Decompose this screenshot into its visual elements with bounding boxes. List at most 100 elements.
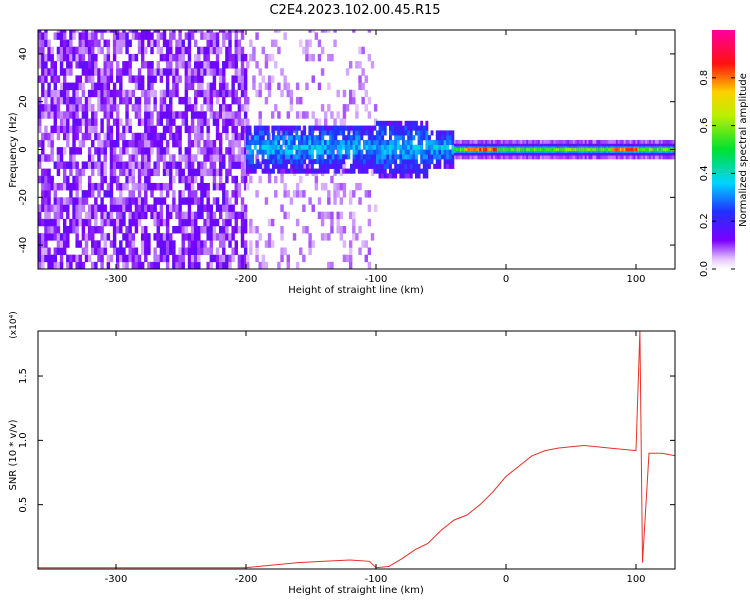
heatmap-cell xyxy=(290,163,294,169)
heatmap-cell xyxy=(240,204,245,212)
heatmap-cell xyxy=(84,111,89,119)
heatmap-cell xyxy=(112,233,117,241)
heatmap-cell xyxy=(283,247,287,255)
heatmap-cell xyxy=(485,148,488,152)
snr-frame xyxy=(37,330,676,570)
heatmap-cell xyxy=(272,135,275,141)
heatmap-cell xyxy=(396,139,400,146)
heatmap-cell xyxy=(159,197,164,205)
heatmap-cell xyxy=(243,75,248,83)
heatmap-cell xyxy=(266,154,270,160)
heatmap-cell xyxy=(473,148,476,152)
heatmap-cell xyxy=(59,89,64,98)
heatmap-cell xyxy=(116,154,120,162)
heatmap-cell xyxy=(381,120,385,126)
heatmap-cell xyxy=(391,120,395,126)
heatmap-cell xyxy=(128,30,132,33)
heatmap-cell xyxy=(572,148,576,152)
heatmap-cell xyxy=(94,39,98,48)
heatmap-cell xyxy=(162,161,167,169)
heatmap-cell xyxy=(91,39,95,48)
heatmap-cell xyxy=(116,39,120,48)
heatmap-cell xyxy=(175,82,179,91)
heatmap-cell xyxy=(75,197,79,205)
heatmap-cell xyxy=(305,53,309,62)
heatmap-cell xyxy=(84,211,89,220)
heatmap-cell xyxy=(363,125,366,131)
heatmap-cell xyxy=(240,211,245,220)
heatmap-cell xyxy=(295,111,300,119)
heatmap-cell xyxy=(215,111,220,119)
heatmap-cell xyxy=(84,61,89,69)
heatmap-cell xyxy=(231,118,235,126)
heatmap-cell xyxy=(175,261,179,269)
heatmap-cell xyxy=(289,104,294,112)
heatmap-cell xyxy=(97,247,101,255)
heatmap-cell xyxy=(352,163,356,169)
heatmap-cell xyxy=(84,240,89,248)
heatmap-cell xyxy=(106,118,111,126)
heatmap-cell xyxy=(274,149,278,155)
heatmap-cell xyxy=(47,39,51,48)
heatmap-cell xyxy=(175,161,179,169)
heatmap-cell xyxy=(222,75,226,83)
heatmap-cell xyxy=(448,130,452,136)
heatmap-cell xyxy=(318,125,322,131)
heatmap-cell xyxy=(137,82,142,91)
heatmap-cell xyxy=(169,168,173,177)
heatmap-cell xyxy=(206,125,210,134)
heatmap-cell xyxy=(53,247,58,255)
heatmap-cell xyxy=(41,190,45,198)
heatmap-cell xyxy=(327,261,331,269)
heatmap-cell xyxy=(75,168,79,177)
heatmap-cell xyxy=(50,68,54,76)
heatmap-cell xyxy=(153,161,157,169)
heatmap-cell xyxy=(178,225,182,234)
heatmap-cell xyxy=(222,240,226,248)
heatmap-cell xyxy=(128,68,132,76)
heatmap-cell xyxy=(290,130,294,136)
heatmap-cell xyxy=(59,53,64,62)
heatmap-cell xyxy=(100,125,104,134)
heatmap-cell xyxy=(218,111,223,119)
heatmap-cell xyxy=(246,104,250,112)
heatmap-cell xyxy=(370,154,374,160)
heatmap-cell xyxy=(100,82,104,91)
heatmap-cell xyxy=(116,261,120,269)
heatmap-cell xyxy=(246,147,250,155)
heatmap-cell xyxy=(378,163,382,169)
heatmap-cell xyxy=(38,46,42,55)
heatmap-cell xyxy=(518,148,521,152)
heatmap-cell xyxy=(331,154,335,160)
heatmap-cell xyxy=(94,118,98,126)
heatmap-cell xyxy=(187,175,192,184)
heatmap-cell xyxy=(53,125,58,134)
heatmap-cell xyxy=(348,211,353,220)
heatmap-cell xyxy=(324,211,328,220)
heatmap-cell xyxy=(147,104,151,112)
heatmap-cell xyxy=(53,68,58,76)
heatmap-cell xyxy=(134,30,139,33)
heatmap-cell xyxy=(425,120,429,126)
heatmap-cell xyxy=(209,104,214,112)
heatmap-cell xyxy=(422,168,426,174)
heatmap-cell xyxy=(122,233,126,241)
heatmap-cell xyxy=(41,261,45,269)
heatmap-cell xyxy=(394,135,398,141)
heatmap-cell xyxy=(72,132,76,141)
heatmap-cell xyxy=(251,163,255,169)
heatmap-cell xyxy=(153,39,157,48)
heatmap-cell xyxy=(131,154,136,162)
heatmap-cell xyxy=(103,204,107,212)
heatmap-cell xyxy=(209,39,214,48)
heatmap-cell xyxy=(187,233,192,241)
heatmap-cell xyxy=(172,32,176,40)
heatmap-cell xyxy=(94,147,98,155)
heatmap-cell xyxy=(75,82,79,91)
heatmap-cell xyxy=(404,163,408,169)
heatmap-cell xyxy=(194,30,198,33)
heatmap-cell xyxy=(441,149,444,155)
heatmap-cell xyxy=(277,125,281,131)
heatmap-cell xyxy=(203,190,207,198)
heatmap-cell xyxy=(203,53,207,62)
